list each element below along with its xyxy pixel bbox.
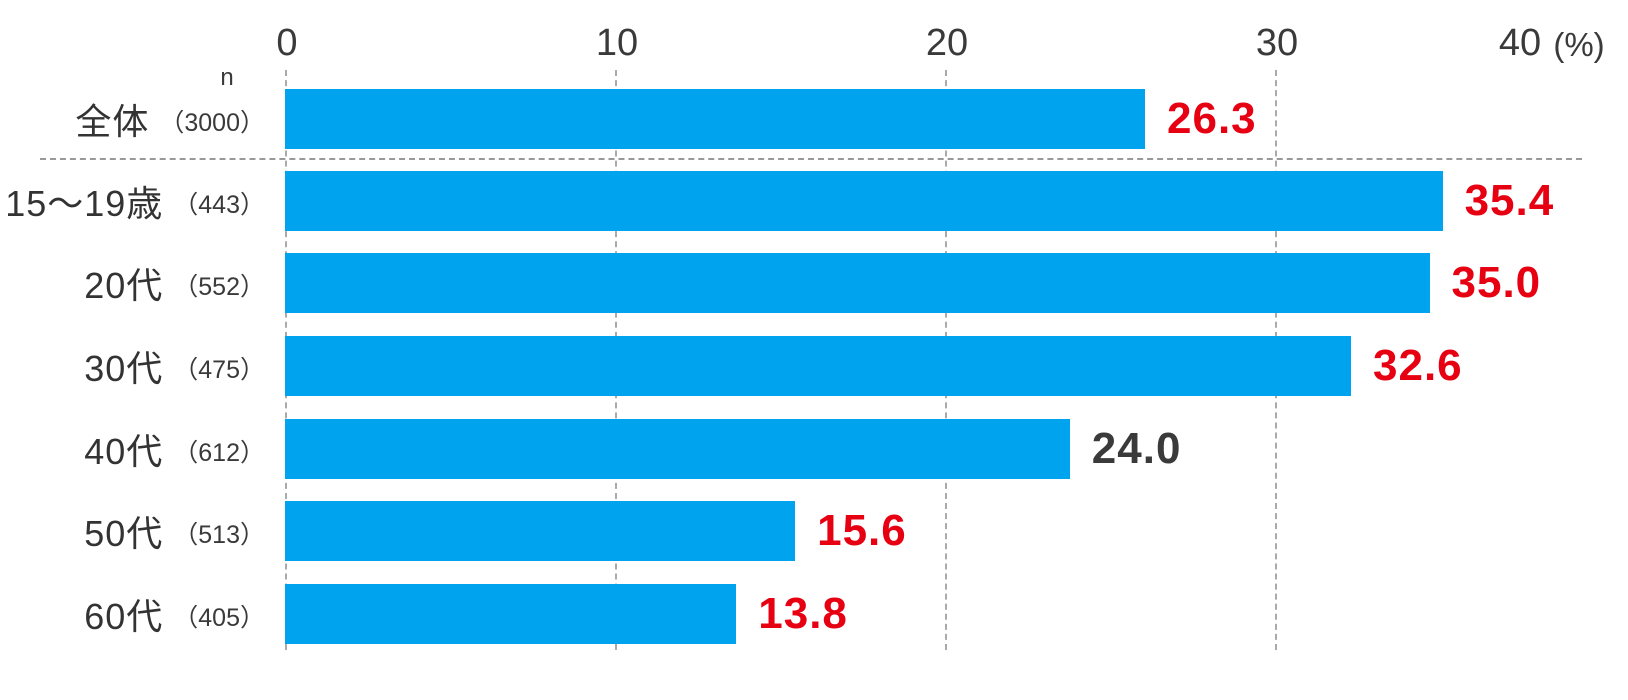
row-label-40s: 40代 （612） (0, 419, 265, 479)
bar (285, 171, 1443, 231)
bar-row-total: 26.3 (285, 89, 1593, 149)
bar-row-15-19: 35.4 (285, 171, 1593, 231)
value-label: 35.0 (1451, 258, 1542, 307)
bar (285, 253, 1430, 313)
x-axis-tick-20: 20 (925, 22, 969, 64)
category-label: 50代 (84, 513, 164, 554)
value-label: 13.8 (758, 589, 848, 638)
bar-row-40s: 24.0 (285, 419, 1593, 479)
bar-row-60s: 13.8 (285, 584, 1593, 644)
n-value: （3000） (159, 109, 265, 137)
row-label-50s: 50代 （513） (0, 501, 265, 561)
value-label: 35.4 (1464, 176, 1555, 225)
row-label-15-19: 15～19歳 （443） (0, 171, 265, 231)
category-label: 20代 (84, 265, 164, 306)
n-column-header: n (220, 64, 234, 91)
bar (285, 584, 737, 644)
n-value: （443） (173, 191, 265, 219)
x-axis-tick-10: 10 (595, 22, 639, 64)
n-value: （475） (173, 356, 265, 384)
total-row-separator (40, 158, 1582, 160)
x-axis-unit-label: (%) (1553, 26, 1605, 63)
bar-row-20s: 35.0 (285, 253, 1593, 313)
category-label: 15～19歳 (5, 183, 164, 224)
category-label: 30代 (84, 348, 164, 389)
value-label: 24.0 (1091, 424, 1182, 473)
bar (285, 336, 1352, 396)
row-label-60s: 60代 （405） (0, 584, 265, 644)
category-label: 40代 (84, 431, 164, 472)
x-axis-tick-40: 40 (1498, 22, 1542, 64)
row-label-20s: 20代 （552） (0, 253, 265, 313)
value-label: 26.3 (1167, 94, 1257, 143)
row-label-total: 全体 （3000） (0, 89, 265, 149)
bar-row-30s: 32.6 (285, 336, 1593, 396)
bar (285, 419, 1070, 479)
category-label: 60代 (84, 596, 164, 637)
x-axis-tick-0: 0 (276, 22, 298, 64)
value-label: 32.6 (1373, 341, 1463, 390)
n-value: （552） (173, 273, 265, 301)
n-value: （513） (173, 521, 265, 549)
category-label: 全体 (75, 101, 150, 142)
bar-row-50s: 15.6 (285, 501, 1593, 561)
value-label: 15.6 (817, 506, 907, 555)
row-label-30s: 30代 （475） (0, 336, 265, 396)
x-axis-tick-30: 30 (1255, 22, 1299, 64)
n-value: （405） (173, 604, 265, 632)
bar (285, 501, 796, 561)
bar (285, 89, 1145, 149)
n-value: （612） (173, 439, 265, 467)
